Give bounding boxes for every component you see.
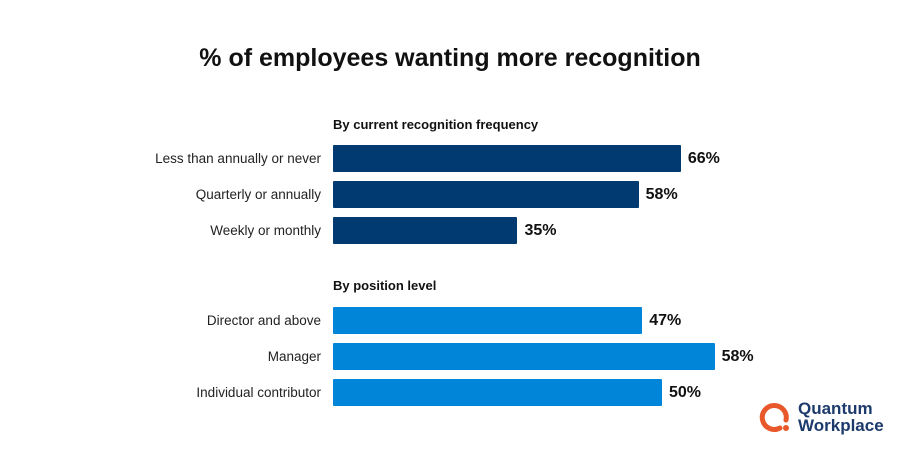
category-label: Individual contributor <box>196 385 321 400</box>
category-label: Weekly or monthly <box>210 223 321 238</box>
chart-title: % of employees wanting more recognition <box>199 44 701 72</box>
category-label: Manager <box>267 349 321 364</box>
bar <box>333 181 639 208</box>
quantum-workplace-logo: Quantum Workplace <box>758 400 884 434</box>
bar <box>333 307 643 334</box>
bar <box>333 343 715 370</box>
logo-ring-icon <box>759 403 789 432</box>
bar <box>333 217 518 244</box>
value-label: 58% <box>721 348 754 365</box>
category-label: Director and above <box>206 313 321 328</box>
bar <box>333 379 662 406</box>
value-label: 58% <box>645 186 678 203</box>
logo-text-workplace: Workplace <box>798 416 884 435</box>
group-title-frequency: By current recognition frequency <box>333 117 539 132</box>
value-label: 35% <box>524 222 557 239</box>
value-label: 47% <box>649 312 682 329</box>
logo-text-quantum: Quantum <box>798 399 873 418</box>
group-title-position: By position level <box>333 278 437 293</box>
value-label: 50% <box>669 384 702 401</box>
value-label: 66% <box>687 150 720 167</box>
category-label: Less than annually or never <box>155 151 321 166</box>
category-label: Quarterly or annually <box>195 187 321 202</box>
bar <box>333 145 681 172</box>
